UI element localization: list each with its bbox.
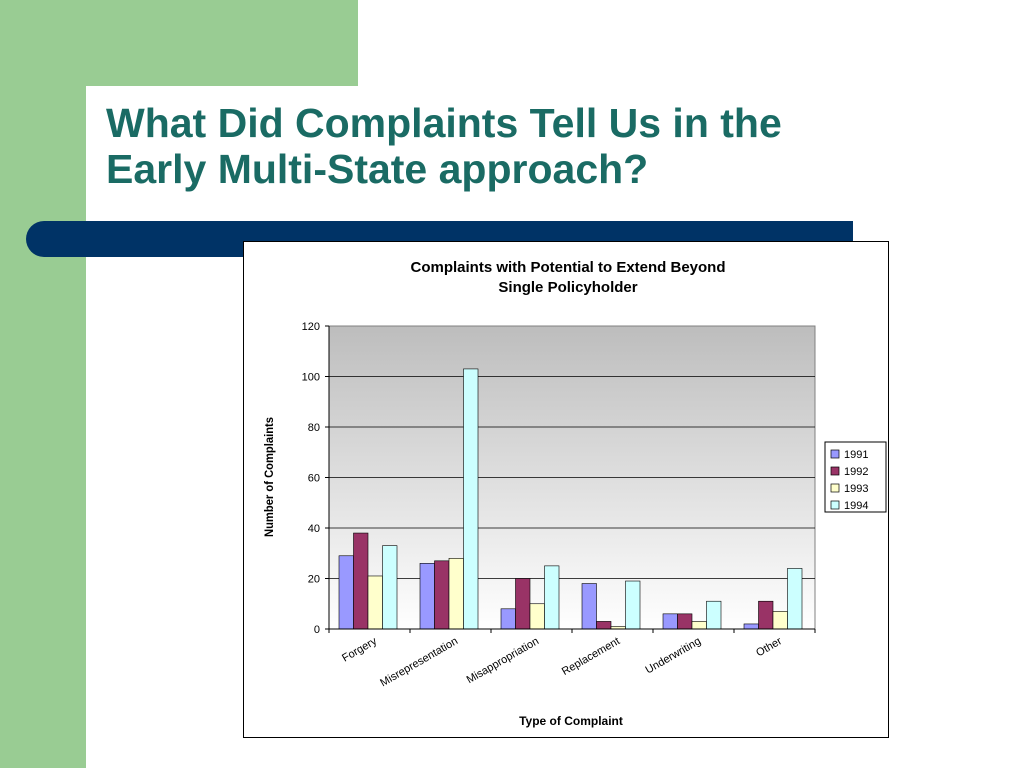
chart-title-line-1: Complaints with Potential to Extend Beyo… bbox=[410, 259, 725, 276]
bar-1994-other bbox=[787, 568, 803, 630]
bar-1991-misappropriation bbox=[500, 608, 516, 630]
bar-1994-misappropriation bbox=[544, 565, 560, 630]
legend-swatch-1992 bbox=[830, 466, 840, 476]
y-tick-label: 0 bbox=[314, 624, 320, 636]
bar-1991-other bbox=[743, 623, 759, 630]
y-tick-label: 80 bbox=[308, 422, 320, 434]
x-tick-label-misrepresentation: Misrepresentation bbox=[378, 635, 460, 689]
left-green-band bbox=[0, 0, 86, 768]
bar-1993-misappropriation bbox=[529, 603, 545, 630]
bar-1993-forgery bbox=[367, 575, 383, 630]
y-tick-label: 20 bbox=[308, 574, 320, 586]
legend-swatch-1991 bbox=[830, 449, 840, 459]
legend-label-1993: 1993 bbox=[844, 483, 868, 495]
chart-frame: Complaints with Potential to Extend Beyo… bbox=[243, 241, 889, 738]
bar-1993-misrepresentation bbox=[448, 557, 464, 630]
legend-label-1992: 1992 bbox=[844, 466, 868, 478]
y-axis-label: Number of Complaints bbox=[262, 417, 276, 537]
bar-1994-replacement bbox=[625, 580, 641, 630]
bar-1991-underwriting bbox=[662, 613, 678, 630]
bar-1994-underwriting bbox=[706, 600, 722, 630]
bar-1993-underwriting bbox=[691, 621, 707, 630]
top-green-block bbox=[0, 0, 358, 86]
bar-1992-other bbox=[758, 600, 774, 630]
bar-1993-other bbox=[772, 611, 788, 630]
bars bbox=[338, 368, 803, 630]
bar-1991-misrepresentation bbox=[419, 563, 435, 630]
y-tick-label: 120 bbox=[302, 321, 320, 333]
legend: 1991 1992 1993 1994 bbox=[824, 441, 887, 513]
legend-swatch-1993 bbox=[830, 483, 840, 493]
y-tick-label: 100 bbox=[302, 372, 320, 384]
slide-title-line-1: What Did Complaints Tell Us in the bbox=[106, 100, 782, 146]
bar-1992-misappropriation bbox=[515, 578, 531, 630]
gridlines bbox=[329, 376, 815, 579]
bar-1992-misrepresentation bbox=[434, 560, 450, 630]
slide-title-line-2: Early Multi-State approach? bbox=[106, 146, 649, 192]
x-axis-label: Type of Complaint bbox=[519, 714, 623, 728]
x-tick-label-underwriting: Underwriting bbox=[644, 635, 703, 676]
x-tick-label-forgery: Forgery bbox=[340, 635, 379, 665]
chart-title-line-2: Single Policyholder bbox=[498, 279, 637, 296]
bar-1994-forgery bbox=[382, 545, 398, 630]
x-tick-label-other: Other bbox=[754, 635, 784, 659]
chart-svg: Complaints with Potential to Extend Beyo… bbox=[262, 259, 887, 728]
x-tick-label-replacement: Replacement bbox=[560, 635, 622, 678]
bar-1991-forgery bbox=[338, 555, 354, 630]
y-tick-label: 60 bbox=[308, 473, 320, 485]
bar-1991-replacement bbox=[581, 583, 597, 630]
bar-1992-forgery bbox=[353, 532, 369, 630]
y-tick-label: 40 bbox=[308, 523, 320, 535]
legend-swatch-1994 bbox=[830, 500, 840, 510]
x-tick-label-misappropriation: Misappropriation bbox=[465, 635, 541, 686]
bar-1994-misrepresentation bbox=[463, 368, 479, 630]
bar-1992-replacement bbox=[596, 621, 612, 630]
legend-label-1991: 1991 bbox=[844, 449, 868, 461]
slide-title: What Did Complaints Tell Us in the Early… bbox=[106, 100, 966, 192]
bar-1992-underwriting bbox=[677, 613, 693, 630]
legend-label-1994: 1994 bbox=[844, 500, 868, 512]
